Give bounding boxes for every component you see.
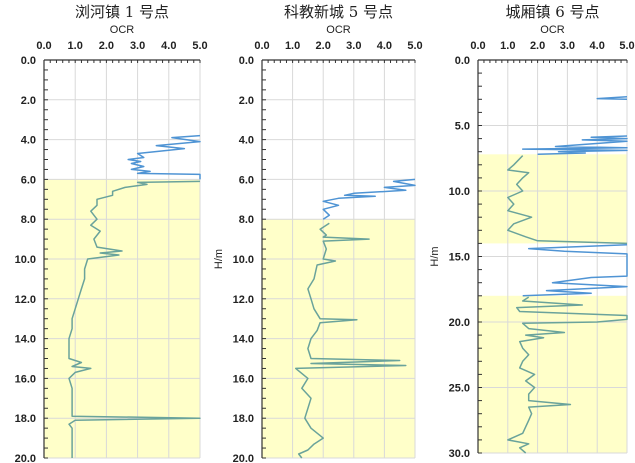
x-tick-label: 1.0 <box>500 40 515 52</box>
series-line-lower <box>507 296 628 454</box>
y-tick-label: 15.0 <box>449 252 470 264</box>
x-axis-label: OCR <box>110 24 135 36</box>
x-tick-label: 2.0 <box>99 40 114 52</box>
series-line-upper <box>596 95 628 101</box>
y-tick-label: 4.0 <box>21 135 36 147</box>
y-tick-label: 10.0 <box>233 254 254 266</box>
x-tick-label: 2.0 <box>530 40 545 52</box>
x-tick-label: 5.0 <box>619 40 634 52</box>
y-tick-label: 10.0 <box>15 254 36 266</box>
chart-title: 浏河镇 1 号点 <box>75 3 169 21</box>
x-axis-label: OCR <box>326 24 351 36</box>
shaded-zone <box>478 154 627 244</box>
y-tick-label: 14.0 <box>233 334 254 346</box>
series-line-lower <box>68 180 201 458</box>
series-line-upper <box>322 178 416 220</box>
series-line-upper <box>522 243 628 297</box>
y-tick-label: 0.0 <box>21 55 36 67</box>
x-tick-label: 1.0 <box>68 40 83 52</box>
y-tick-label: 20.0 <box>15 453 36 463</box>
y-tick-label: 6.0 <box>21 174 36 186</box>
x-tick-label: 3.0 <box>560 40 575 52</box>
y-tick-label: 16.0 <box>15 373 36 385</box>
series-line-upper <box>127 134 201 180</box>
y-axis-label: H/m <box>213 249 225 269</box>
chart-title: 城厢镇 6 号点 <box>505 3 599 21</box>
x-tick-label: 2.0 <box>316 40 331 52</box>
y-tick-label: 14.0 <box>15 334 36 346</box>
y-axis-label: H/m <box>429 246 441 266</box>
y-tick-label: 20.0 <box>233 453 254 463</box>
y-tick-label: 20.0 <box>449 317 470 329</box>
x-tick-label: 5.0 <box>192 40 207 52</box>
chart-title: 科教新城 5 号点 <box>284 3 393 21</box>
x-tick-label: 4.0 <box>590 40 605 52</box>
series-line-lower <box>507 155 628 245</box>
x-tick-label: 3.0 <box>346 40 361 52</box>
x-tick-label: 0.0 <box>36 40 51 52</box>
y-tick-label: 10.0 <box>449 186 470 198</box>
y-tick-label: 0.0 <box>455 55 470 67</box>
x-tick-label: 0.0 <box>254 40 269 52</box>
shaded-zone <box>44 179 200 458</box>
x-tick-label: 4.0 <box>161 40 176 52</box>
shaded-zone <box>478 295 627 453</box>
y-tick-label: 18.0 <box>15 413 36 425</box>
y-tick-label: 2.0 <box>21 95 36 107</box>
y-tick-label: 30.0 <box>449 448 470 460</box>
x-axis-label: OCR <box>540 24 565 36</box>
y-tick-label: 25.0 <box>449 383 470 395</box>
y-tick-label: 0.0 <box>239 55 254 67</box>
y-tick-label: 12.0 <box>15 294 36 306</box>
y-tick-label: 4.0 <box>239 135 254 147</box>
y-tick-label: 12.0 <box>233 294 254 306</box>
panel-1: 0.0 1.0 2.0 3.0 4.0 5.0 0.0 2.0 4.0 6.0 8.0 10.0 12.… <box>15 3 208 463</box>
x-tick-label: 1.0 <box>285 40 300 52</box>
y-tick-label: 8.0 <box>239 214 254 226</box>
x-tick-label: 3.0 <box>130 40 145 52</box>
y-tick-label: 2.0 <box>239 95 254 107</box>
series-line-upper <box>521 135 628 156</box>
y-tick-label: 5.0 <box>455 121 470 133</box>
x-tick-label: 5.0 <box>407 40 422 52</box>
y-tick-label: 18.0 <box>233 413 254 425</box>
panel-3: 0.0 1.0 2.0 3.0 4.0 5.0 0.0 5.0 10.0 15.0 20.0 25.0… <box>429 3 635 460</box>
x-tick-label: 4.0 <box>377 40 392 52</box>
x-tick-label: 0.0 <box>470 40 485 52</box>
y-tick-label: 16.0 <box>233 373 254 385</box>
y-tick-label: 8.0 <box>21 214 36 226</box>
panel-2: 0.0 1.0 2.0 3.0 4.0 5.0 0.0 2.0 4.0 6.0 8.0 10.0 12.… <box>213 3 423 463</box>
y-tick-label: 6.0 <box>239 174 254 186</box>
series-line-lower <box>294 222 407 459</box>
